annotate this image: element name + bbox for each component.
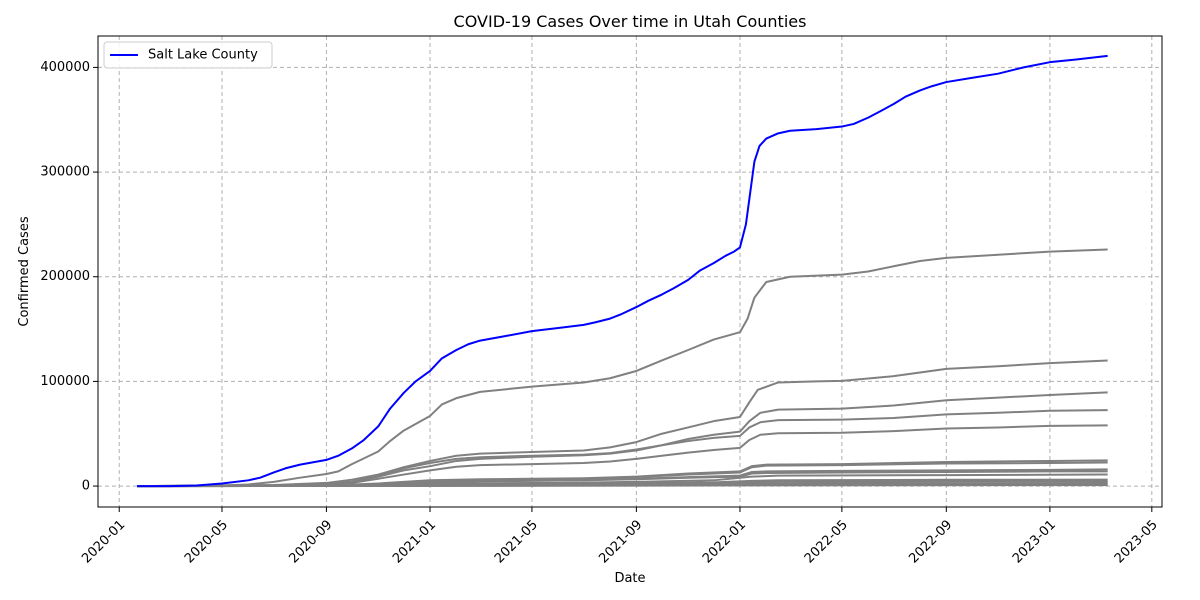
x-tick-label: 2020-05 [182, 517, 231, 566]
x-tick-label: 2020-01 [79, 517, 128, 566]
series-layer [137, 54, 1108, 488]
x-tick-label: 2022-05 [802, 517, 851, 566]
y-tick-label: 400000 [40, 60, 90, 75]
county-series-line [137, 424, 1108, 488]
x-tick-label: 2022-01 [700, 517, 749, 566]
grid [98, 36, 1162, 507]
x-tick-label: 2023-01 [1010, 517, 1059, 566]
county-series-line [137, 409, 1108, 488]
legend-box [103, 41, 273, 69]
salt-lake-county-series-line [137, 54, 1108, 488]
x-tick-label: 2021-09 [596, 517, 645, 566]
y-axis: 0 100000 200000 300000 400000 [40, 60, 98, 494]
x-tick-label: 2023-05 [1112, 517, 1161, 566]
x-tick-label: 2022-09 [906, 517, 955, 566]
y-tick-label: 200000 [40, 269, 90, 284]
x-tick-label: 2021-01 [390, 517, 439, 566]
legend-label: Salt Lake County [148, 48, 258, 63]
x-tick-label: 2020-09 [286, 517, 335, 566]
county-series-line [137, 248, 1108, 488]
county-series-line [137, 470, 1108, 488]
x-axis: 2020-01 2020-05 2020-09 2021-01 2021-05 2021-… [79, 507, 1161, 566]
county-series-line [137, 484, 1108, 488]
y-tick-label: 100000 [40, 374, 90, 389]
chart-title: COVID-19 Cases Over time in Utah Countie… [454, 12, 807, 31]
plot-frame [97, 35, 1163, 508]
y-tick-label: 300000 [40, 165, 90, 180]
x-tick-label: 2021-05 [492, 517, 541, 566]
county-series-line [137, 359, 1108, 488]
legend: Salt Lake County [103, 41, 273, 69]
y-axis-label: Confirmed Cases [17, 216, 32, 326]
x-axis-label: Date [614, 571, 645, 586]
y-tick-label: 0 [82, 479, 90, 494]
